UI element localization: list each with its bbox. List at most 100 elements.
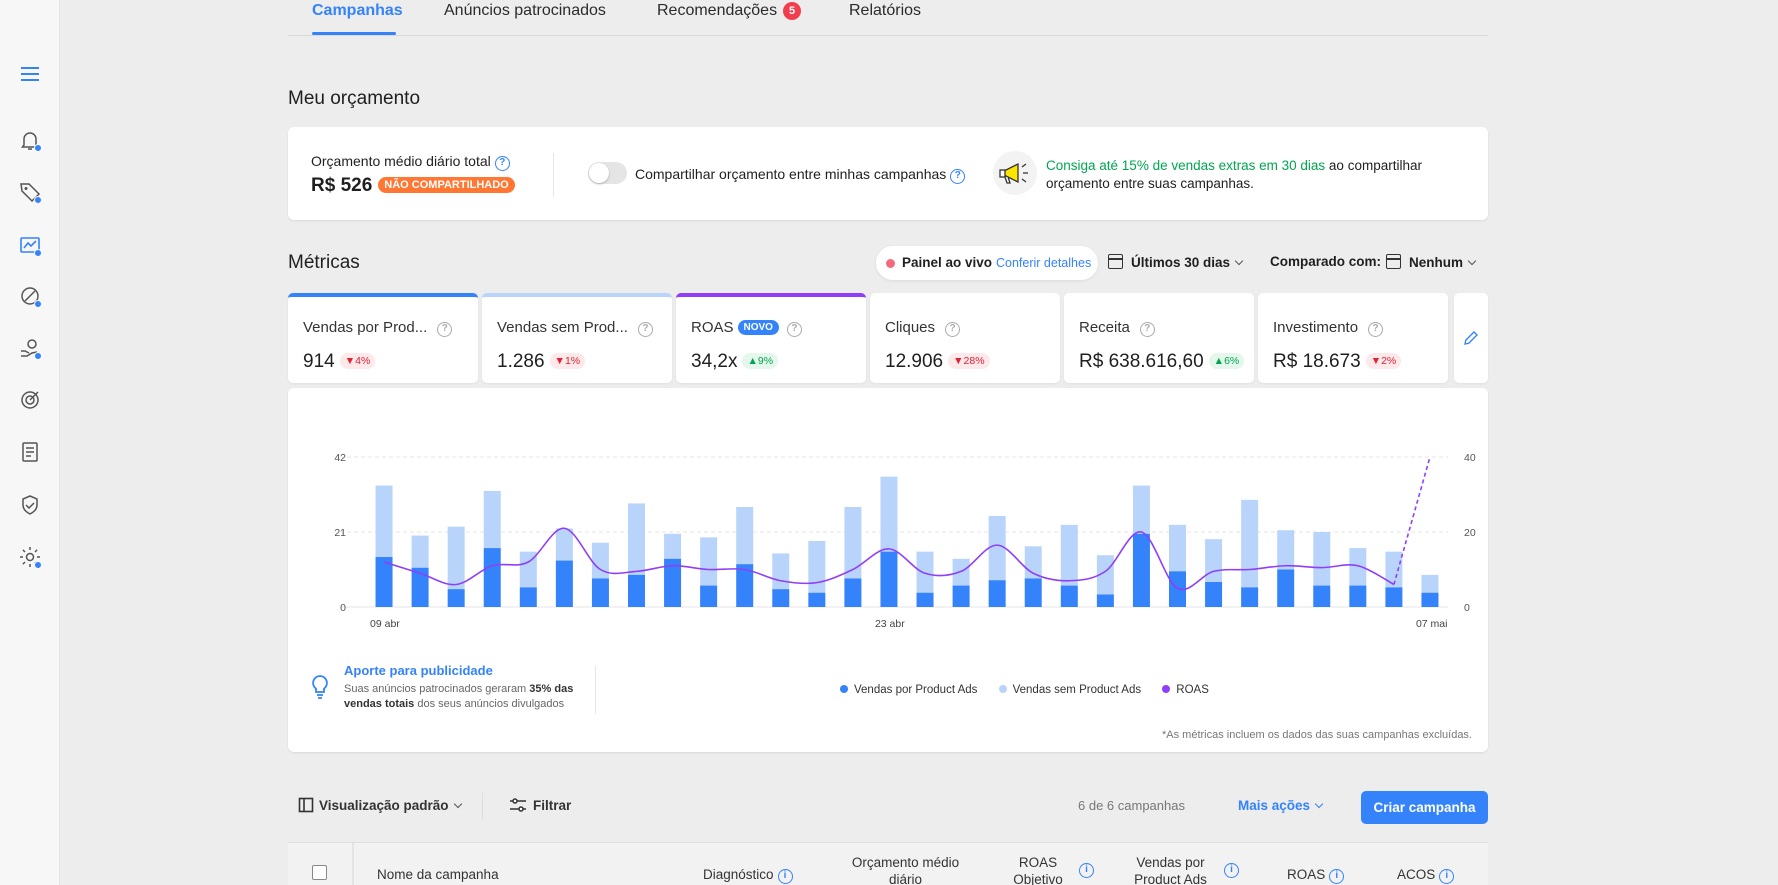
- invoice-icon[interactable]: [18, 440, 42, 464]
- compare-selector[interactable]: Nenhum: [1386, 254, 1477, 270]
- bar-vendas-product-ads: [1277, 569, 1295, 607]
- metric-card-receita[interactable]: Receita? R$ 638.616,60 ▲6%: [1064, 293, 1254, 383]
- metric-title: Vendas sem Prod...: [497, 319, 628, 336]
- compare-label: Comparado com:: [1270, 254, 1382, 269]
- bar-vendas-product-ads: [1096, 594, 1114, 607]
- delta-value: 2%: [1381, 355, 1397, 367]
- edit-metrics-button[interactable]: [1454, 293, 1488, 383]
- chevron-down-icon: [453, 799, 462, 809]
- promotions-icon[interactable]: [18, 284, 42, 308]
- help-icon[interactable]: ?: [1139, 322, 1155, 337]
- megaphone-icon: [993, 151, 1037, 195]
- share-budget-toggle[interactable]: [588, 162, 627, 184]
- tip-bold: 35% das vendas totais: [344, 683, 574, 710]
- help-icon[interactable]: ?: [1368, 322, 1384, 337]
- campaign-count: 6 de 6 campanhas: [1078, 798, 1185, 813]
- share-budget-label-row: Compartilhar orçamento entre minhas camp…: [635, 166, 966, 184]
- info-icon[interactable]: i: [1329, 869, 1345, 884]
- menu-icon[interactable]: [18, 62, 42, 86]
- metrics-section-title: Métricas: [288, 252, 360, 273]
- metric-title-row: ROAS NOVO?: [691, 319, 802, 337]
- delta-value: 28%: [963, 355, 985, 367]
- chevron-down-icon: [1314, 799, 1324, 809]
- tab-recomendacoes[interactable]: Recomendações 5: [657, 2, 802, 20]
- view-selector[interactable]: Visualização padrão: [298, 797, 462, 813]
- metric-card-investimento[interactable]: Investimento? R$ 18.673 ▼2%: [1258, 293, 1448, 383]
- reputation-icon[interactable]: [18, 493, 42, 517]
- campaign-toolbar: Visualização padrão Filtrar 6 de 6 campa…: [288, 788, 1488, 824]
- metric-card-vendas-sem-product-ads[interactable]: Vendas sem Prod...? 1.286 ▼1%: [482, 293, 672, 383]
- column-header-name[interactable]: Nome da campanha: [377, 867, 499, 882]
- metric-value-row: R$ 18.673 ▼2%: [1273, 351, 1402, 373]
- column-header-roas-objetivo[interactable]: ROAS Objetivo: [1003, 854, 1073, 885]
- delta-badge: ▼2%: [1365, 353, 1402, 369]
- y2-tick-label: 40: [1464, 452, 1476, 464]
- legend-item[interactable]: Vendas por Product Ads: [840, 684, 977, 696]
- metric-title: Cliques: [885, 319, 936, 336]
- budget-value: R$ 526: [311, 175, 373, 196]
- columns-icon: [298, 797, 314, 813]
- bar-vendas-product-ads: [483, 548, 501, 607]
- metric-title-row: Receita?: [1079, 319, 1155, 337]
- bar-vendas-sem-product-ads: [664, 533, 682, 559]
- live-label: Painel ao vivo: [902, 255, 993, 270]
- bar-vendas-product-ads: [1349, 585, 1367, 607]
- bar-vendas-product-ads: [1313, 585, 1331, 607]
- notification-badge: 5: [783, 2, 802, 20]
- help-icon[interactable]: ?: [945, 322, 961, 337]
- help-icon[interactable]: ?: [786, 322, 802, 337]
- metric-card-cliques[interactable]: Cliques? 12.906 ▼28%: [870, 293, 1060, 383]
- sidebar: [0, 0, 60, 885]
- select-all-checkbox[interactable]: [312, 865, 327, 880]
- metric-card-roas[interactable]: ROAS NOVO? 34,2x ▲9%: [676, 293, 866, 383]
- info-icon[interactable]: i: [1439, 869, 1455, 884]
- help-icon[interactable]: ?: [950, 169, 966, 184]
- promo-rest: ao compartilhar orçamento entre suas cam…: [1046, 158, 1422, 191]
- column-header-orcamento[interactable]: Orçamento médio diário: [851, 855, 960, 885]
- column-header-vendas-product-ads[interactable]: Vendas por Product Ads: [1134, 855, 1207, 885]
- delta-value: 9%: [757, 355, 774, 367]
- column-header-label: ROAS: [1287, 867, 1326, 882]
- tab-campanhas[interactable]: Campanhas: [312, 2, 403, 19]
- delta-badge: ▼4%: [339, 353, 376, 369]
- live-details-link[interactable]: Conferir detalhes: [996, 256, 1092, 270]
- date-range-selector[interactable]: Últimos 30 dias: [1108, 254, 1244, 270]
- legend-item[interactable]: Vendas sem Product Ads: [998, 684, 1141, 696]
- budget-label: Orçamento médio diário total: [311, 153, 491, 169]
- target-icon[interactable]: [18, 388, 42, 412]
- column-header-acos[interactable]: ACOS i: [1397, 866, 1455, 884]
- finance-icon[interactable]: [18, 336, 42, 360]
- tab-relatorios[interactable]: Relatórios: [849, 2, 922, 19]
- legend-item[interactable]: ROAS: [1162, 684, 1209, 696]
- more-actions-button[interactable]: Mais ações: [1238, 798, 1324, 813]
- y-tick-label: 0: [340, 602, 346, 614]
- filter-button[interactable]: Filtrar: [509, 797, 571, 813]
- bar-vendas-product-ads: [952, 585, 970, 607]
- help-icon[interactable]: ?: [494, 156, 510, 171]
- tip-title[interactable]: Aporte para publicidade: [344, 663, 493, 678]
- metric-card-vendas-product-ads[interactable]: Vendas por Prod...? 914 ▼4%: [288, 293, 478, 383]
- bar-vendas-sem-product-ads: [736, 507, 754, 565]
- info-icon[interactable]: i: [1079, 863, 1094, 878]
- column-header-roas[interactable]: ROAS i: [1287, 866, 1345, 884]
- info-icon[interactable]: i: [777, 869, 793, 884]
- create-campaign-button[interactable]: Criar campanha: [1361, 791, 1488, 824]
- help-icon[interactable]: ?: [437, 322, 453, 337]
- chart-legend: Vendas por Product Ads Vendas sem Produc…: [840, 684, 1227, 696]
- compare-value: Nenhum: [1409, 255, 1463, 270]
- gear-icon[interactable]: [18, 545, 42, 569]
- bar-vendas-sem-product-ads: [591, 542, 609, 579]
- advertising-icon[interactable]: [18, 233, 42, 257]
- help-icon[interactable]: ?: [637, 322, 653, 337]
- bar-vendas-product-ads: [628, 574, 645, 607]
- info-icon[interactable]: i: [1224, 863, 1239, 878]
- metric-value-row: 34,2x ▲9%: [691, 351, 779, 373]
- tag-icon[interactable]: [18, 180, 42, 204]
- tab-anuncios[interactable]: Anúncios patrocinados: [444, 2, 606, 19]
- column-header-diagnostico[interactable]: Diagnóstico i: [703, 866, 793, 884]
- tip-text-2: dos seus anúncios divulgados: [414, 698, 565, 710]
- divider: [482, 793, 483, 819]
- bell-icon[interactable]: [18, 128, 42, 152]
- y-tick-label: 21: [334, 527, 346, 539]
- bar-vendas-sem-product-ads: [916, 551, 934, 593]
